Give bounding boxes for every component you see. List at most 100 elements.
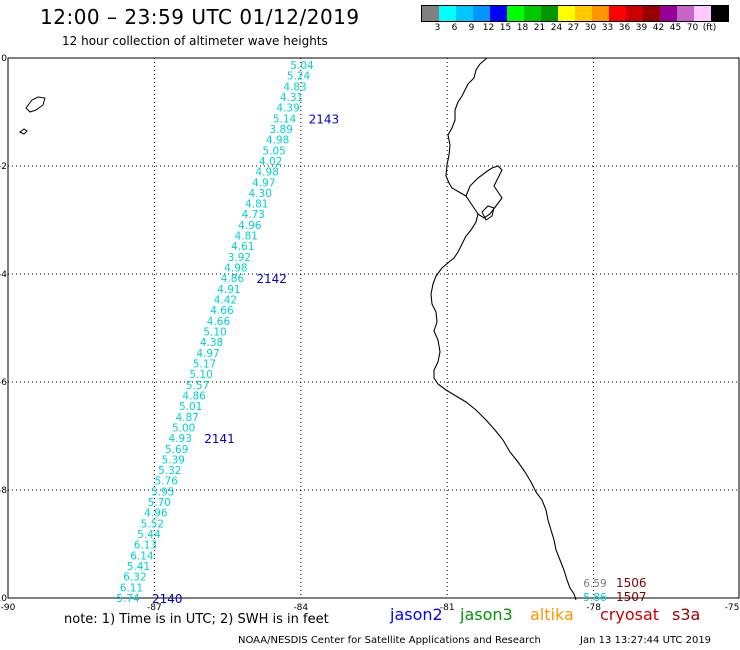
altimeter-track: 5.045.244.834.314.395.143.894.985.054.02… [116, 60, 314, 605]
legend-labels: 3 6 9 12 15 18 21 24 27 30 33 36 39 42 45 70 (ft) [429, 23, 729, 33]
legend-swatch [660, 6, 677, 21]
legend-swatch [422, 6, 439, 21]
legend-label: 18 [516, 23, 529, 33]
satellite-label-jason2: jason2 [390, 605, 443, 624]
wave-height-value: 4.91 [217, 284, 240, 296]
x-tick-label: -78 [586, 603, 601, 613]
credit-text: NOAA/NESDIS Center for Satellite Applica… [238, 635, 541, 646]
legend-label: 42 [652, 23, 665, 33]
color-legend: 3 6 9 12 15 18 21 24 27 30 33 36 39 42 45 70 (ft) [421, 5, 729, 33]
wave-height-value: 4.31 [280, 92, 303, 104]
legend-label: 39 [635, 23, 648, 33]
generated-timestamp: Jan 13 13:27:44 UTC 2019 [580, 635, 712, 646]
corner-wave-height-value: 5.86 [583, 592, 607, 604]
wave-height-value: 4.02 [259, 156, 282, 168]
corner-time-label: 1506 [616, 576, 647, 590]
wave-height-value: 4.96 [238, 220, 262, 232]
wave-height-value: 5.24 [287, 71, 311, 83]
wave-height-value: 4.30 [249, 188, 272, 200]
wave-height-value: 5.39 [162, 454, 185, 466]
legend-label: 9 [468, 23, 475, 33]
legend-label: 36 [618, 23, 631, 33]
legend-label: 24 [550, 23, 563, 33]
axis-ticks: -90 -87 -84 -81 -78 -75 0 -2 -4 -6 -8 -10 [0, 54, 739, 613]
x-tick-label: -87 [147, 603, 162, 613]
wave-height-value: 4.66 [210, 305, 234, 317]
track-time-labels: 2143 2142 2141 2140 [152, 112, 339, 606]
wave-height-value: 5.10 [189, 369, 212, 381]
legend-swatch [711, 6, 728, 21]
satellite-label-s3a: s3a [672, 605, 701, 624]
galapagos-island-small [19, 128, 28, 135]
legend-swatch [524, 6, 541, 21]
wave-height-value: 4.86 [182, 390, 206, 402]
legend-label: 12 [482, 23, 495, 33]
galapagos-island-isabela [25, 96, 46, 113]
wave-height-value: 5.32 [158, 465, 181, 477]
wave-height-value: 5.10 [203, 327, 226, 339]
track-time-label: 2142 [256, 272, 287, 286]
wave-height-value: 5.70 [148, 497, 171, 509]
legend-swatch [456, 6, 473, 21]
legend-swatch [473, 6, 490, 21]
x-tick-label: -84 [293, 603, 308, 613]
corner-wave-height-value: 6.59 [583, 578, 606, 590]
legend-label: 6 [451, 23, 458, 33]
wave-height-value: 3.92 [228, 252, 251, 264]
x-tick-label: -81 [440, 603, 455, 613]
satellite-label-cryosat: cryosat [600, 605, 660, 624]
wave-height-value: 5.95 [151, 486, 174, 498]
y-tick-label: 0 [1, 54, 7, 64]
y-tick-label: -6 [0, 378, 7, 388]
wave-height-value: 4.39 [276, 103, 299, 115]
legend-swatch [439, 6, 456, 21]
y-tick-label: -2 [0, 162, 7, 172]
grid [7, 57, 740, 599]
wave-height-value: 5.04 [290, 60, 314, 72]
wave-height-value: 5.69 [165, 444, 188, 456]
south-america-coastline [430, 57, 577, 601]
legend-label: 30 [584, 23, 597, 33]
legend-label: 27 [567, 23, 580, 33]
legend-label: 3 [434, 23, 441, 33]
wave-height-value: 5.76 [155, 476, 179, 488]
wave-height-value: 4.66 [207, 316, 231, 328]
map-subtitle: 12 hour collection of altimeter wave hei… [62, 34, 328, 48]
legend-swatch [694, 6, 711, 21]
coastline [19, 57, 577, 601]
legend-swatches [421, 5, 729, 22]
legend-swatch [558, 6, 575, 21]
legend-swatch [677, 6, 694, 21]
wave-height-value: 5.74 [116, 593, 140, 605]
wave-height-value: 4.42 [214, 295, 237, 307]
corner-time-label: 1507 [616, 590, 647, 604]
wave-height-value: 4.73 [242, 209, 265, 221]
wave-height-value: 4.97 [196, 348, 219, 360]
footer-note: note: 1) Time is in UTC; 2) SWH is in fe… [64, 612, 329, 627]
wave-height-value: 4.83 [283, 81, 306, 93]
legend-label: 33 [601, 23, 614, 33]
wave-height-value: 5.14 [273, 113, 297, 125]
legend-swatch [626, 6, 643, 21]
legend-swatch [541, 6, 558, 21]
wave-height-value: 4.87 [175, 412, 198, 424]
wave-height-value: 6.11 [120, 582, 143, 594]
legend-label: 15 [499, 23, 512, 33]
legend-swatch [609, 6, 626, 21]
map-title: 12:00 – 23:59 UTC 01/12/2019 [40, 5, 360, 29]
x-tick-label: -75 [725, 603, 740, 613]
wave-height-value: 6.32 [123, 572, 146, 584]
wave-height-value: 4.86 [221, 273, 245, 285]
corner-track-labels: 6.59 1506 5.86 1507 [583, 576, 646, 604]
legend-label: 70 [686, 23, 699, 33]
legend-label: 45 [669, 23, 682, 33]
track-time-label: 2143 [309, 112, 340, 126]
wave-height-value: 4.98 [256, 167, 279, 179]
legend-unit: (ft) [702, 23, 717, 33]
legend-swatch [490, 6, 507, 21]
wave-height-value: 5.41 [127, 561, 150, 573]
satellite-label-jason3: jason3 [460, 605, 513, 624]
map-frame [7, 57, 740, 599]
wave-height-value: 4.96 [144, 508, 168, 520]
